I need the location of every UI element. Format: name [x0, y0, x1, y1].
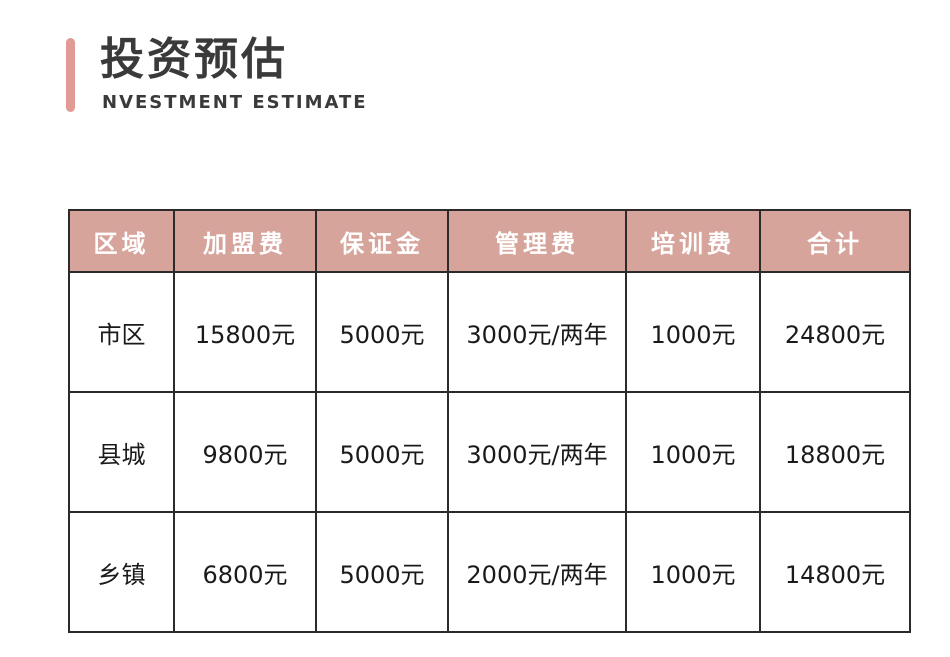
cell-training-fee: 1000元	[625, 271, 761, 393]
cell-franchise-fee: 6800元	[173, 511, 317, 633]
column-header-total: 合计	[759, 209, 911, 273]
column-header-management-fee: 管理费	[447, 209, 627, 273]
table-row: 市区 15800元 5000元 3000元/两年 1000元 24800元	[68, 271, 911, 393]
cell-deposit: 5000元	[315, 511, 449, 633]
cell-deposit: 5000元	[315, 271, 449, 393]
cell-franchise-fee: 15800元	[173, 271, 317, 393]
cell-franchise-fee: 9800元	[173, 391, 317, 513]
cell-deposit: 5000元	[315, 391, 449, 513]
cell-region: 乡镇	[68, 511, 175, 633]
cell-management-fee: 3000元/两年	[447, 391, 627, 513]
cell-region: 县城	[68, 391, 175, 513]
column-header-franchise-fee: 加盟费	[173, 209, 317, 273]
column-header-deposit: 保证金	[315, 209, 449, 273]
page-title: 投资预估	[100, 34, 288, 85]
table-header-row: 区域 加盟费 保证金 管理费 培训费 合计	[68, 209, 911, 273]
column-header-training-fee: 培训费	[625, 209, 761, 273]
table-row: 县城 9800元 5000元 3000元/两年 1000元 18800元	[68, 391, 911, 513]
cell-management-fee: 3000元/两年	[447, 271, 627, 393]
investment-table: 区域 加盟费 保证金 管理费 培训费 合计 市区 15800元 5000元 30…	[68, 209, 911, 633]
cell-management-fee: 2000元/两年	[447, 511, 627, 633]
table-row: 乡镇 6800元 5000元 2000元/两年 1000元 14800元	[68, 511, 911, 633]
title-accent-bar	[66, 38, 75, 112]
cell-training-fee: 1000元	[625, 511, 761, 633]
cell-total: 24800元	[759, 271, 911, 393]
cell-training-fee: 1000元	[625, 391, 761, 513]
column-header-region: 区域	[68, 209, 175, 273]
cell-total: 18800元	[759, 391, 911, 513]
cell-region: 市区	[68, 271, 175, 393]
page-subtitle: NVESTMENT ESTIMATE	[102, 92, 368, 113]
cell-total: 14800元	[759, 511, 911, 633]
